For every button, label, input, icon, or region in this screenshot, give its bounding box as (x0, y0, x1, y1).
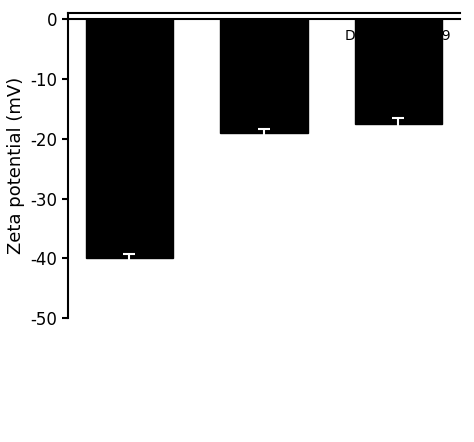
Bar (86, 19, 173, 259)
Bar (220, 19, 308, 133)
Bar (355, 19, 442, 124)
Y-axis label: Zeta potential (mV): Zeta potential (mV) (7, 77, 25, 255)
